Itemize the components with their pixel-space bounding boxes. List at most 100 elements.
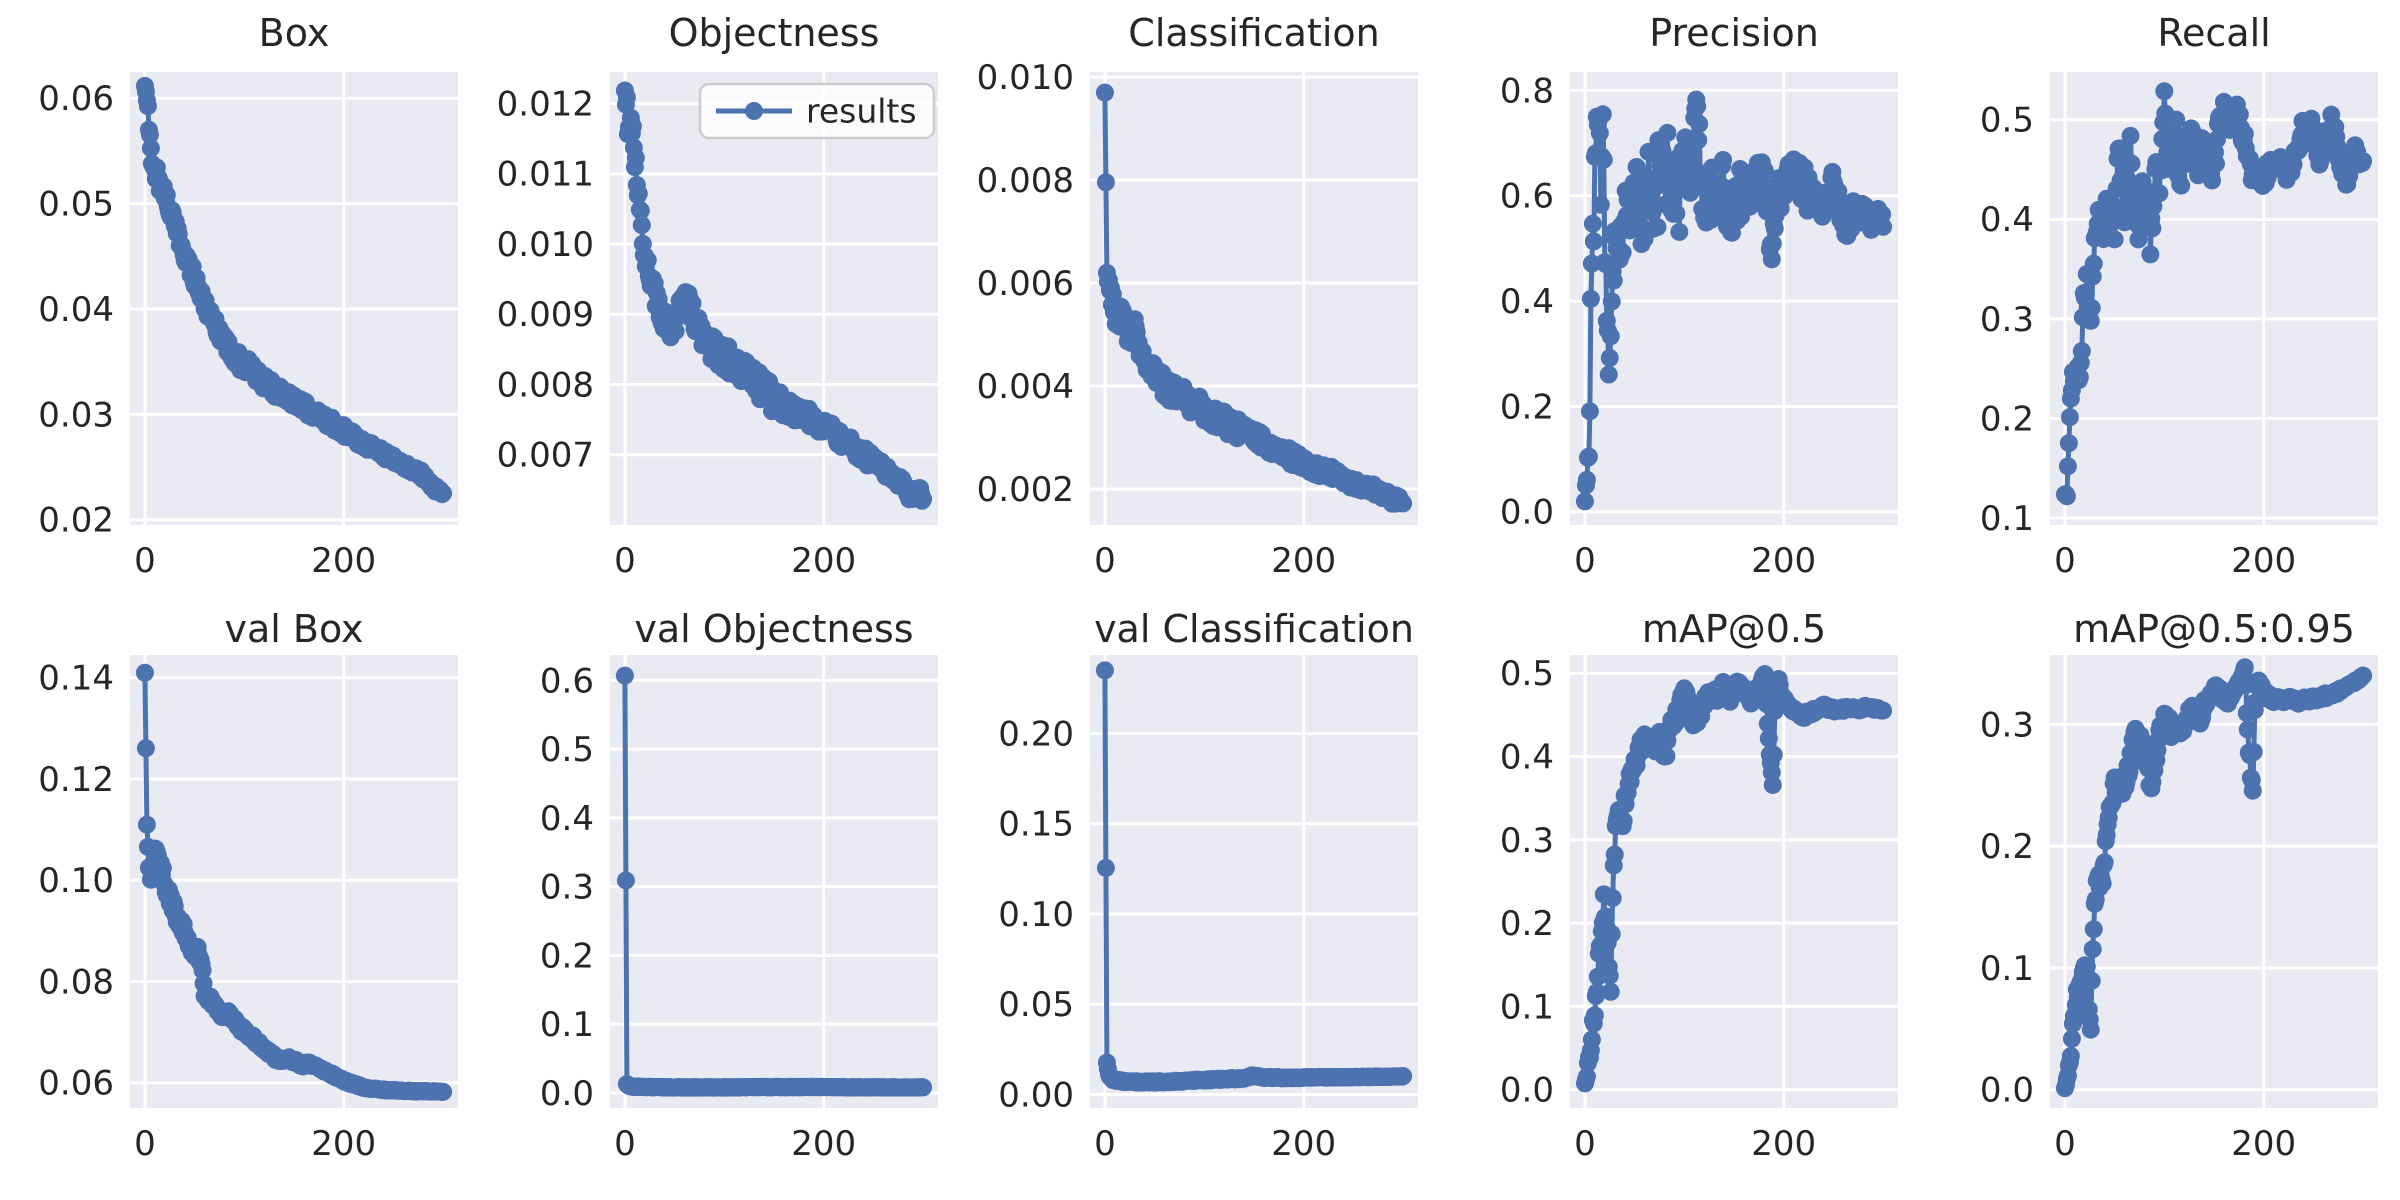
- series-markers: [615, 666, 933, 1097]
- ytick-label: 0.14: [38, 659, 114, 699]
- subplot-title: val Box: [224, 607, 363, 651]
- ytick-label: 0.5: [1500, 654, 1554, 694]
- ytick-label: 0.1: [1980, 949, 2034, 989]
- xtick-label: 200: [311, 1124, 376, 1164]
- legend-label: results: [806, 92, 917, 131]
- ytick-label: 0.10: [38, 861, 114, 901]
- ytick-label: 0.2: [1980, 827, 2034, 867]
- xtick-label: 0: [1574, 541, 1596, 581]
- plot-area: [1090, 655, 1418, 1108]
- ytick-label: 0.007: [497, 436, 594, 476]
- ytick-label: 0.0: [1500, 493, 1554, 533]
- ytick-label: 0.010: [497, 225, 594, 265]
- subplot-title: val Objectness: [634, 607, 913, 651]
- subplot-val-box: 0.06 0.08 0.10 0.12 0.14 0 200 val Box: [0, 600, 480, 1200]
- ytick-label: 0.4: [1500, 282, 1554, 322]
- xtick-label: 0: [2054, 1124, 2076, 1164]
- subplot-box: 0.02 0.03 0.04 0.05 0.06 0 200 Box: [0, 0, 480, 600]
- ytick-label: 0.0: [540, 1074, 594, 1114]
- series-markers: [1095, 661, 1413, 1092]
- plot-area: [1570, 655, 1898, 1108]
- subplot-svg: 0.00 0.05 0.10 0.15 0.20 0 200 val Classificati…: [998, 607, 1418, 1164]
- ytick-label: 0.10: [998, 895, 1074, 935]
- ytick-label: 0.2: [1980, 399, 2034, 439]
- ytick-label: 0.0: [1500, 1071, 1554, 1111]
- ytick-label: 0.5: [540, 730, 594, 770]
- subplot-val-classification: 0.00 0.05 0.10 0.15 0.20 0 200 val Classificati…: [960, 600, 1440, 1200]
- legend-box: [698, 82, 936, 140]
- xtick-label: 200: [791, 541, 856, 581]
- subplot-precision: 0.0 0.2 0.4 0.6 0.8 0 200 Precision: [1440, 0, 1920, 600]
- subplot-svg: 0.0 0.1 0.2 0.3 0 200 mAP@0.5:0.95: [1980, 607, 2378, 1164]
- subplot-svg: 0.06 0.08 0.10 0.12 0.14 0 200 val Box: [38, 607, 458, 1164]
- xtick-label: 200: [2231, 1124, 2296, 1164]
- subplot-svg: 0.007 0.008 0.009 0.010 0.011 0.012 0 200 Object…: [497, 11, 938, 581]
- plot-area: [610, 655, 938, 1108]
- xtick-label: 0: [1094, 1124, 1116, 1164]
- ytick-label: 0.010: [977, 58, 1074, 98]
- ytick-label: 0.04: [38, 290, 114, 330]
- subplot-title: Box: [259, 11, 330, 55]
- xtick-label: 200: [1271, 541, 1336, 581]
- subplot-title: mAP@0.5:0.95: [2073, 607, 2355, 651]
- subplot-svg: 0.0 0.2 0.4 0.6 0.8 0 200 Precision: [1500, 11, 1898, 581]
- ytick-label: 0.2: [1500, 904, 1554, 944]
- xtick-label: 0: [1574, 1124, 1596, 1164]
- subplot-title: val Classification: [1094, 607, 1414, 651]
- subplot-svg: 0.1 0.2 0.3 0.4 0.5 0 200 Recall: [1980, 11, 2378, 581]
- series-markers: [135, 76, 453, 504]
- ytick-label: 0.8: [1500, 71, 1554, 111]
- ytick-label: 0.1: [540, 1005, 594, 1045]
- ytick-label: 0.03: [38, 395, 114, 435]
- ytick-label: 0.06: [38, 1064, 114, 1104]
- ytick-label: 0.4: [1500, 737, 1554, 777]
- ytick-label: 0.008: [497, 365, 594, 405]
- subplot-objectness: 0.007 0.008 0.009 0.010 0.011 0.012 0 200 Object…: [480, 0, 960, 600]
- xtick-label: 200: [791, 1124, 856, 1164]
- ytick-label: 0.2: [1500, 387, 1554, 427]
- ytick-label: 0.08: [38, 962, 114, 1002]
- series-markers: [1575, 665, 1893, 1093]
- ytick-label: 0.1: [1980, 499, 2034, 539]
- ytick-label: 0.2: [540, 936, 594, 976]
- ytick-label: 0.06: [38, 79, 114, 119]
- series-markers: [615, 81, 933, 510]
- plot-area: [1090, 72, 1418, 525]
- xtick-label: 200: [1751, 1124, 1816, 1164]
- xtick-label: 200: [1271, 1124, 1336, 1164]
- xtick-label: 0: [614, 1124, 636, 1164]
- ytick-label: 0.012: [497, 85, 594, 125]
- ytick-label: 0.3: [540, 868, 594, 908]
- ytick-label: 0.12: [38, 760, 114, 800]
- ytick-label: 0.6: [1500, 177, 1554, 217]
- subplot-title: Classification: [1128, 11, 1379, 55]
- ytick-label: 0.6: [540, 661, 594, 701]
- subplot-val-objectness: 0.0 0.1 0.2 0.3 0.4 0.5 0.6 0 200 val Objectness: [480, 600, 960, 1200]
- ytick-label: 0.00: [998, 1075, 1074, 1115]
- ytick-label: 0.3: [1980, 300, 2034, 340]
- subplot-svg: 0.0 0.1 0.2 0.3 0.4 0.5 0 200 mAP@0.5: [1500, 607, 1898, 1164]
- series-markers: [2055, 82, 2373, 506]
- ytick-label: 0.006: [977, 264, 1074, 304]
- legend: results: [698, 82, 936, 140]
- xtick-label: 0: [134, 1124, 156, 1164]
- ytick-label: 0.02: [38, 501, 114, 541]
- xtick-label: 200: [2231, 541, 2296, 581]
- xtick-label: 200: [1751, 541, 1816, 581]
- subplot-map-0-5-0-95: 0.0 0.1 0.2 0.3 0 200 mAP@0.5:0.95: [1920, 600, 2400, 1200]
- subplot-title: Recall: [2157, 11, 2270, 55]
- ytick-label: 0.009: [497, 295, 594, 335]
- series-markers: [135, 663, 453, 1101]
- ytick-label: 0.1: [1500, 987, 1554, 1027]
- subplot-classification: 0.002 0.004 0.006 0.008 0.010 0 200 Classificat…: [960, 0, 1440, 600]
- subplot-svg: 0.0 0.1 0.2 0.3 0.4 0.5 0.6 0 200 val Objectness: [540, 607, 938, 1164]
- ytick-label: 0.05: [38, 185, 114, 225]
- ytick-label: 0.002: [977, 470, 1074, 510]
- ytick-label: 0.3: [1500, 821, 1554, 861]
- series-markers: [1095, 83, 1413, 513]
- subplot-map-0-5: 0.0 0.1 0.2 0.3 0.4 0.5 0 200 mAP@0.5: [1440, 600, 1920, 1200]
- xtick-label: 0: [1094, 541, 1116, 581]
- plot-area: [1570, 72, 1898, 525]
- subplot-recall: 0.1 0.2 0.3 0.4 0.5 0 200 Recall: [1920, 0, 2400, 600]
